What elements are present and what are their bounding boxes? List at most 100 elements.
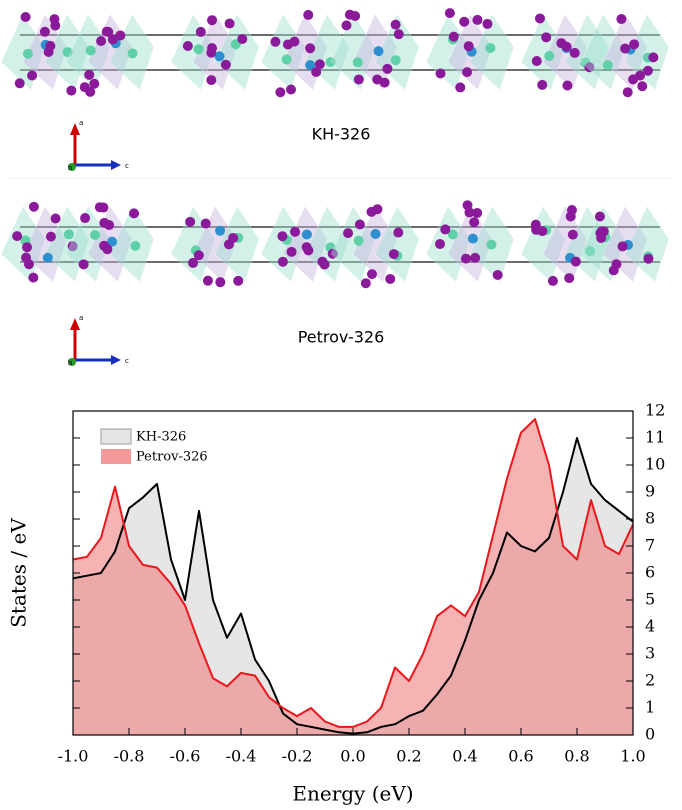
polyhedron: [425, 205, 471, 283]
halogen-atom: [385, 273, 396, 284]
halogen-atom: [50, 213, 61, 224]
polyhedron: [624, 205, 670, 283]
metal-atom: [301, 229, 312, 240]
halogen-atom: [455, 82, 466, 93]
structure-label: KH-326: [312, 125, 371, 144]
halogen-atom: [327, 248, 338, 259]
metal-atom: [22, 48, 33, 59]
halogen-atom: [444, 8, 455, 19]
axis-label: a: [79, 314, 83, 322]
halogen-atom: [277, 256, 288, 267]
y-tick-label: 2: [645, 671, 655, 690]
halogen-atom: [366, 269, 377, 280]
x-tick-label: -0.2: [282, 747, 313, 766]
x-tick-label: 0.6: [508, 747, 533, 766]
polyhedron: [580, 13, 626, 91]
halogen-atom: [372, 204, 383, 215]
metal-atom: [353, 235, 364, 246]
halogen-atom: [562, 80, 573, 91]
halogen-atom: [185, 216, 196, 227]
halogen-atom: [541, 32, 552, 43]
halogen-atom: [89, 78, 100, 89]
axis-label: c: [125, 357, 129, 365]
halogen-atom: [343, 228, 354, 239]
metal-atom: [485, 42, 496, 53]
metal-atom: [486, 239, 497, 250]
metal-atom: [215, 225, 226, 236]
arrow: [70, 318, 80, 330]
axis-b: [68, 358, 76, 366]
series-line: [72, 418, 634, 728]
halogen-atom: [462, 67, 473, 78]
y-tick-label: 10: [645, 455, 665, 474]
halogen-atom: [637, 81, 648, 92]
halogen-atom: [103, 26, 114, 37]
metal-atom: [127, 48, 138, 59]
metal-atom: [85, 45, 96, 56]
halogen-atom: [277, 231, 288, 242]
halogen-atom: [440, 224, 451, 235]
x-tick-label: -0.6: [170, 747, 201, 766]
halogen-atom: [28, 272, 39, 283]
area-fill: [73, 419, 633, 735]
halogen-atom: [107, 34, 118, 45]
halogen-atom: [435, 68, 446, 79]
metal-atom: [214, 51, 225, 62]
halogen-atom: [561, 41, 572, 52]
halogen-atom: [482, 18, 493, 29]
metal-atom: [373, 46, 384, 57]
halogen-atom: [102, 244, 113, 255]
halogen-atom: [360, 278, 371, 289]
y-tick-label: 6: [645, 563, 655, 582]
metal-atom: [42, 252, 53, 263]
metal-atom: [370, 228, 381, 239]
halogen-atom: [448, 31, 459, 42]
y-tick-label: 1: [645, 698, 655, 717]
y-tick-label: 9: [645, 482, 655, 501]
halogen-atom: [78, 259, 89, 270]
halogen-atom: [79, 82, 90, 93]
halogen-atom: [23, 259, 34, 270]
halogen-atom: [301, 242, 312, 253]
halogen-atom: [372, 74, 383, 85]
halogen-atom: [460, 253, 471, 264]
halogen-atom: [584, 62, 595, 73]
halogen-atom: [470, 252, 481, 263]
x-tick-label: 0.4: [452, 747, 477, 766]
polyhedron: [374, 205, 420, 283]
halogen-atom: [569, 47, 580, 58]
halogen-atom: [45, 231, 56, 242]
metal-atom: [281, 54, 292, 65]
halogen-atom: [286, 246, 297, 257]
halogen-atom: [215, 277, 226, 288]
halogen-atom: [314, 59, 325, 70]
halogen-atom: [96, 36, 107, 47]
halogen-atom: [537, 226, 548, 237]
halogen-atom: [617, 241, 628, 252]
halogen-atom: [286, 84, 297, 95]
halogen-atom: [305, 43, 316, 54]
halogen-atom: [275, 87, 286, 98]
legend-swatch: [101, 449, 131, 464]
halogen-atom: [534, 13, 545, 24]
metal-atom: [130, 240, 141, 251]
halogen-atom: [341, 20, 352, 31]
halogen-atom: [564, 273, 575, 284]
y-tick-label: 0: [645, 725, 655, 744]
y-tick-label: 8: [645, 509, 655, 528]
halogen-atom: [220, 59, 231, 70]
halogen-atom: [462, 200, 473, 211]
halogen-atom: [382, 63, 393, 74]
axis-label: b: [68, 359, 73, 367]
halogen-atom: [319, 259, 330, 270]
halogen-atom: [84, 69, 95, 80]
halogen-atom: [237, 33, 248, 44]
halogen-atom: [195, 26, 206, 37]
halogen-atom: [22, 242, 33, 253]
halogen-atom: [188, 257, 199, 268]
halogen-atom: [228, 232, 239, 243]
x-tick-label: 0.8: [564, 747, 589, 766]
x-axis-label: Energy (eV): [292, 782, 413, 806]
halogen-atom: [469, 217, 480, 228]
